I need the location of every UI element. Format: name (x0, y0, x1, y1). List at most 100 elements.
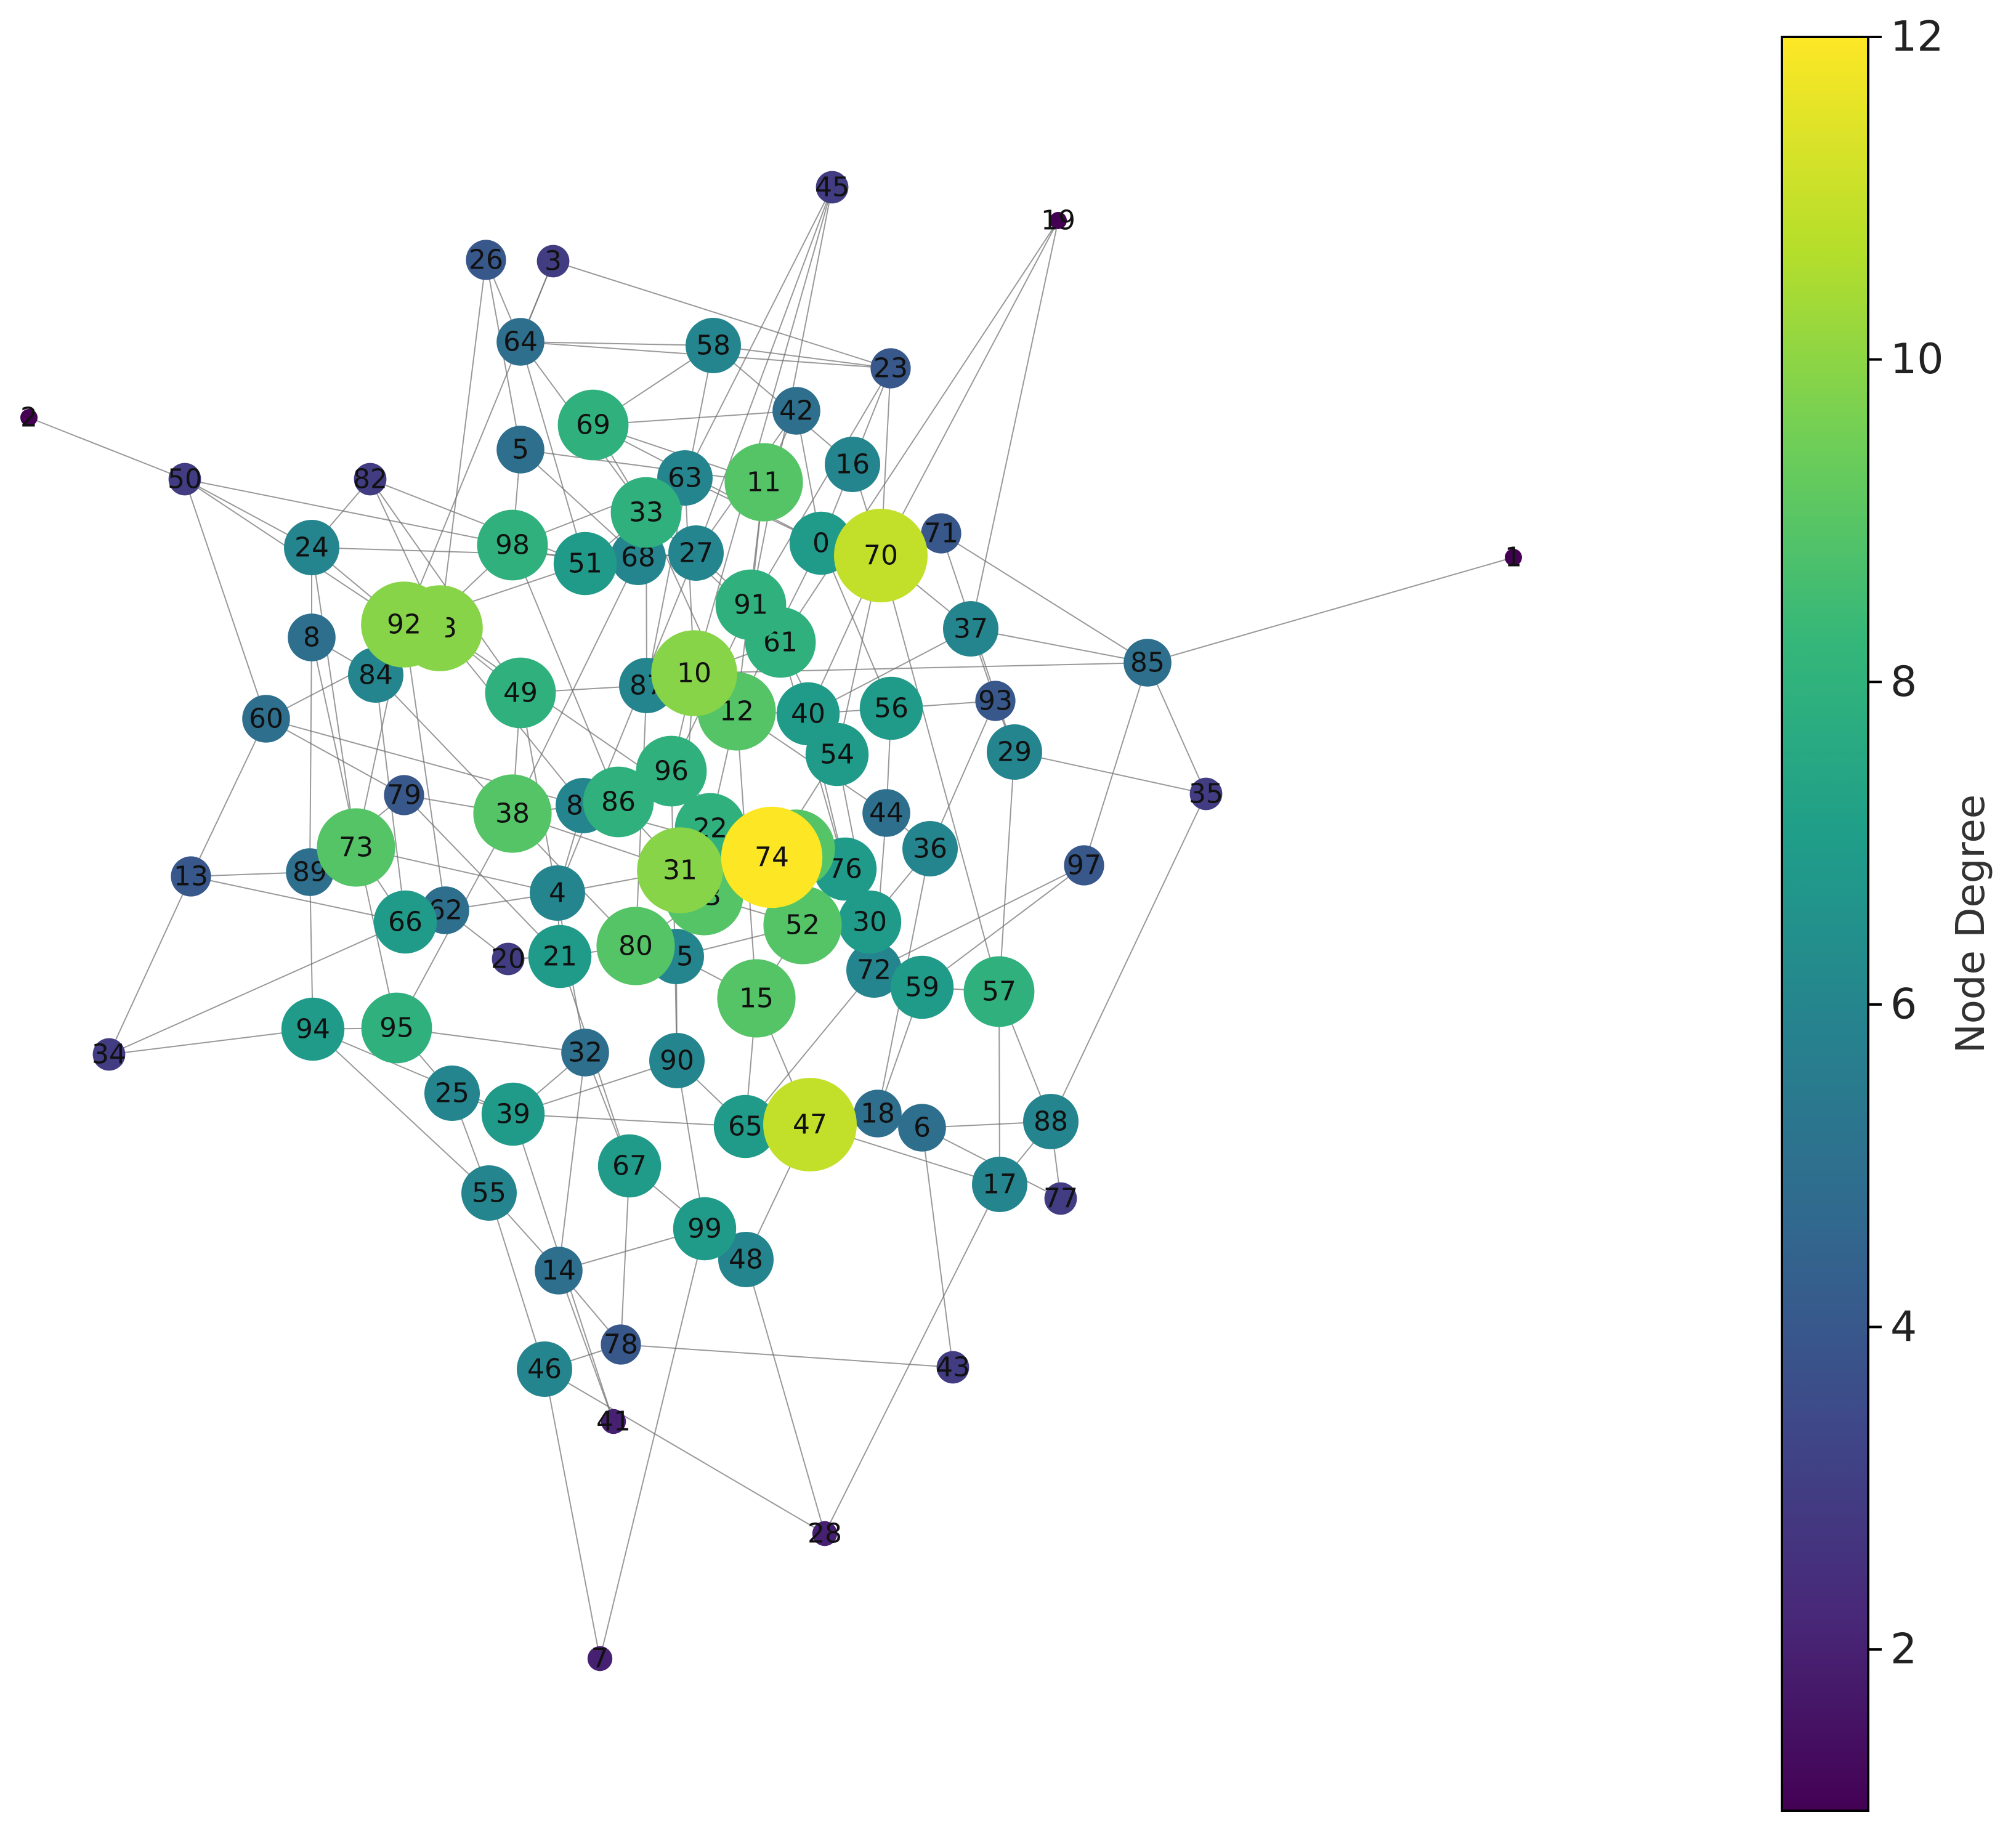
node-43[interactable]: 43 (936, 1351, 970, 1384)
node-31[interactable]: 31 (637, 827, 723, 913)
node-27[interactable]: 27 (668, 525, 724, 581)
node-69[interactable]: 69 (557, 389, 629, 461)
node-17[interactable]: 17 (972, 1157, 1027, 1212)
node-88-label: 88 (1034, 1106, 1068, 1138)
node-13[interactable]: 13 (171, 856, 211, 897)
node-29[interactable]: 29 (987, 724, 1042, 780)
edge-92-62 (403, 624, 446, 911)
node-42[interactable]: 42 (772, 387, 820, 435)
node-11[interactable]: 11 (724, 443, 803, 522)
node-47[interactable]: 47 (763, 1078, 857, 1171)
node-21[interactable]: 21 (528, 924, 592, 989)
node-7[interactable]: 7 (587, 1643, 613, 1675)
node-23[interactable]: 23 (870, 348, 911, 389)
node-51[interactable]: 51 (553, 532, 617, 596)
node-25[interactable]: 25 (424, 1066, 480, 1121)
node-35[interactable]: 35 (1189, 777, 1223, 811)
node-66[interactable]: 66 (373, 890, 437, 954)
node-34[interactable]: 34 (92, 1038, 126, 1071)
node-57[interactable]: 57 (963, 956, 1035, 1027)
node-38[interactable]: 38 (473, 774, 552, 853)
node-88[interactable]: 88 (1023, 1094, 1079, 1149)
node-14[interactable]: 14 (535, 1247, 583, 1295)
node-80[interactable]: 80 (596, 907, 675, 985)
node-70[interactable]: 70 (834, 509, 928, 602)
node-36[interactable]: 36 (902, 821, 958, 876)
node-10[interactable]: 10 (651, 630, 737, 716)
node-37[interactable]: 37 (943, 601, 998, 657)
node-16[interactable]: 16 (825, 437, 880, 492)
node-46[interactable]: 46 (517, 1341, 572, 1397)
node-32[interactable]: 32 (561, 1029, 609, 1077)
node-45[interactable]: 45 (815, 171, 849, 204)
node-56[interactable]: 56 (859, 676, 923, 740)
node-74[interactable]: 74 (721, 806, 823, 908)
node-92[interactable]: 92 (361, 581, 447, 668)
node-1-label: 1 (1505, 542, 1522, 573)
node-63[interactable]: 63 (657, 450, 713, 506)
node-91-label: 91 (734, 589, 768, 621)
node-72[interactable]: 72 (846, 942, 902, 998)
node-67[interactable]: 67 (597, 1134, 662, 1198)
node-85[interactable]: 85 (1123, 639, 1172, 687)
node-3[interactable]: 3 (536, 245, 570, 278)
node-8[interactable]: 8 (288, 613, 336, 661)
node-19[interactable]: 19 (1041, 205, 1075, 237)
node-64[interactable]: 64 (496, 318, 544, 366)
node-26[interactable]: 26 (466, 240, 506, 280)
node-6[interactable]: 6 (898, 1104, 946, 1152)
node-5[interactable]: 5 (496, 426, 544, 474)
node-58[interactable]: 58 (686, 318, 741, 373)
node-94[interactable]: 94 (281, 997, 345, 1061)
node-55[interactable]: 55 (461, 1165, 517, 1221)
node-86[interactable]: 86 (583, 766, 654, 838)
edge-6-43 (921, 1127, 953, 1368)
node-2[interactable]: 2 (20, 402, 38, 434)
node-82[interactable]: 82 (353, 463, 387, 496)
edge-85-35 (1147, 662, 1207, 795)
node-15[interactable]: 15 (717, 959, 796, 1038)
node-41[interactable]: 41 (596, 1406, 631, 1438)
node-95[interactable]: 95 (361, 992, 432, 1064)
node-77[interactable]: 77 (1043, 1182, 1078, 1215)
node-42-circle (772, 387, 820, 435)
node-18[interactable]: 18 (854, 1090, 902, 1138)
node-28[interactable]: 28 (808, 1518, 842, 1550)
node-96[interactable]: 96 (636, 735, 707, 807)
node-56-label: 56 (874, 693, 909, 724)
node-33-circle (610, 477, 682, 548)
node-99[interactable]: 99 (673, 1197, 737, 1261)
node-23-label: 23 (873, 353, 908, 384)
node-49[interactable]: 49 (485, 657, 556, 729)
node-1[interactable]: 1 (1505, 542, 1522, 573)
node-39-circle (481, 1082, 545, 1146)
node-13-circle (171, 856, 211, 897)
node-44[interactable]: 44 (862, 789, 910, 837)
node-48[interactable]: 48 (718, 1232, 774, 1287)
node-30[interactable]: 30 (838, 890, 902, 954)
node-91[interactable]: 91 (715, 569, 787, 641)
node-50[interactable]: 50 (168, 463, 202, 496)
node-49-label: 49 (503, 677, 538, 709)
node-78[interactable]: 78 (601, 1324, 641, 1365)
node-54[interactable]: 54 (805, 722, 869, 787)
node-60[interactable]: 60 (242, 695, 290, 743)
edge-65-72 (745, 969, 875, 1127)
node-59[interactable]: 59 (890, 955, 954, 1019)
node-79[interactable]: 79 (384, 775, 424, 815)
node-73[interactable]: 73 (317, 808, 395, 887)
node-93[interactable]: 93 (975, 681, 1016, 721)
edge-78-43 (620, 1344, 953, 1368)
node-21-circle (528, 924, 592, 989)
node-24[interactable]: 24 (284, 520, 339, 575)
node-39[interactable]: 39 (481, 1082, 545, 1146)
node-71[interactable]: 71 (921, 513, 961, 554)
node-33[interactable]: 33 (610, 477, 682, 548)
node-90[interactable]: 90 (649, 1033, 705, 1088)
node-4[interactable]: 4 (530, 865, 585, 921)
node-97[interactable]: 97 (1064, 845, 1104, 886)
node-20[interactable]: 20 (491, 942, 525, 976)
node-65[interactable]: 65 (713, 1094, 777, 1159)
node-98[interactable]: 98 (477, 509, 548, 581)
